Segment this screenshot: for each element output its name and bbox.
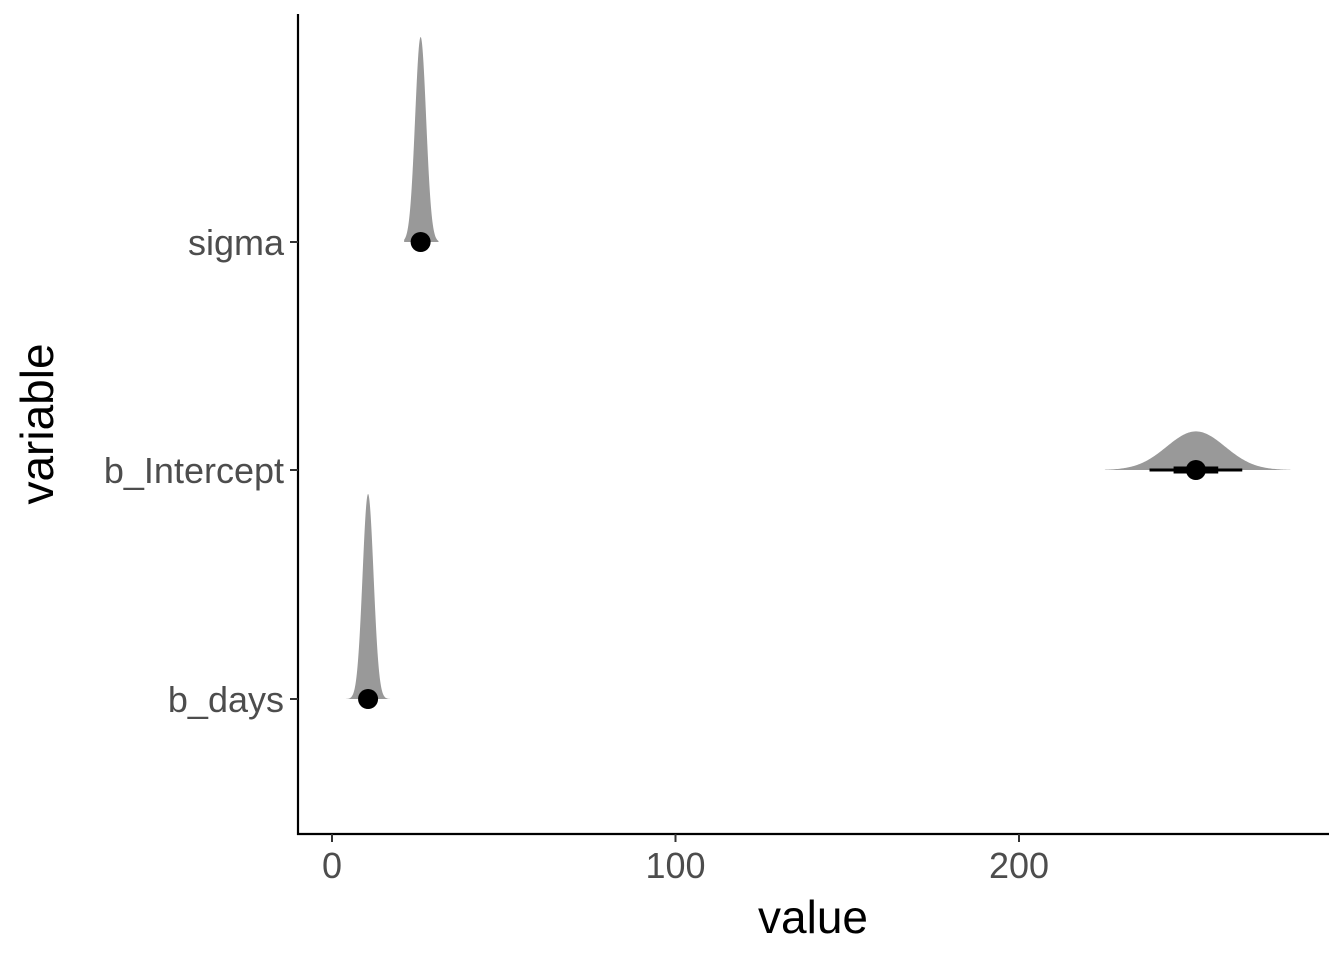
- y-axis-ticks: b_days b_Intercept sigma: [104, 222, 298, 720]
- density-b_days: [345, 494, 394, 699]
- density-sigma: [404, 37, 439, 243]
- density-layer: [345, 37, 1291, 699]
- x-tick-label: 100: [645, 845, 705, 886]
- density-b_Intercept: [1104, 431, 1291, 470]
- x-tick-label: 0: [322, 845, 342, 886]
- x-axis-ticks: 0 100 200: [322, 834, 1049, 886]
- interval-layer: [358, 232, 1243, 709]
- y-axis-title: variable: [11, 343, 63, 504]
- y-tick-label: b_days: [168, 679, 284, 720]
- point-sigma: [410, 232, 431, 252]
- point-b_Intercept: [1185, 460, 1206, 480]
- y-tick-label: b_Intercept: [104, 450, 284, 491]
- x-axis-title: value: [758, 891, 868, 943]
- point-b_days: [358, 689, 379, 709]
- y-tick-label: sigma: [188, 222, 285, 263]
- x-tick-label: 200: [989, 845, 1049, 886]
